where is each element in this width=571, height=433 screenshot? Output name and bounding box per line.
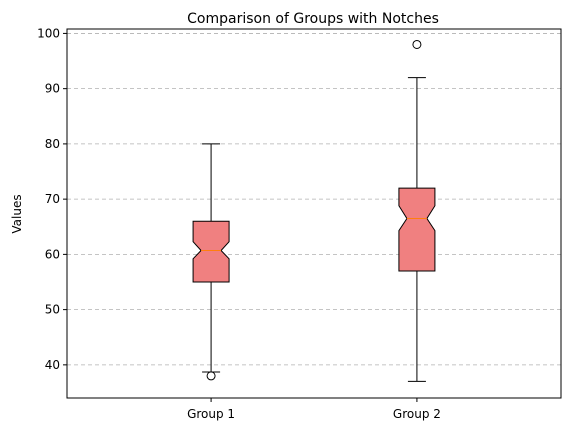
grid-lines bbox=[67, 33, 561, 366]
plot-frame bbox=[66, 28, 562, 399]
y-tick-label: 100 bbox=[37, 26, 60, 40]
x-tick-label: Group 2 bbox=[393, 407, 441, 421]
x-axis: Group 1 Group 2 bbox=[187, 398, 441, 421]
notched-box bbox=[192, 220, 230, 283]
y-tick-label: 60 bbox=[45, 247, 60, 261]
y-axis: 40 50 60 70 80 90 100 bbox=[37, 26, 67, 372]
outlier-point bbox=[412, 39, 422, 49]
y-tick-label: 40 bbox=[45, 358, 60, 372]
box-group bbox=[398, 39, 436, 382]
y-tick-label: 90 bbox=[45, 82, 60, 96]
y-tick-label: 80 bbox=[45, 137, 60, 151]
y-axis-label: Values bbox=[10, 194, 24, 233]
y-tick-label: 70 bbox=[45, 192, 60, 206]
outlier-point bbox=[206, 371, 216, 381]
x-tick-label: Group 1 bbox=[187, 407, 235, 421]
notched-box bbox=[398, 187, 436, 272]
y-tick-label: 50 bbox=[45, 303, 60, 317]
box-group bbox=[192, 143, 230, 381]
chart-title: Comparison of Groups with Notches bbox=[187, 11, 439, 27]
box-series bbox=[192, 39, 436, 382]
